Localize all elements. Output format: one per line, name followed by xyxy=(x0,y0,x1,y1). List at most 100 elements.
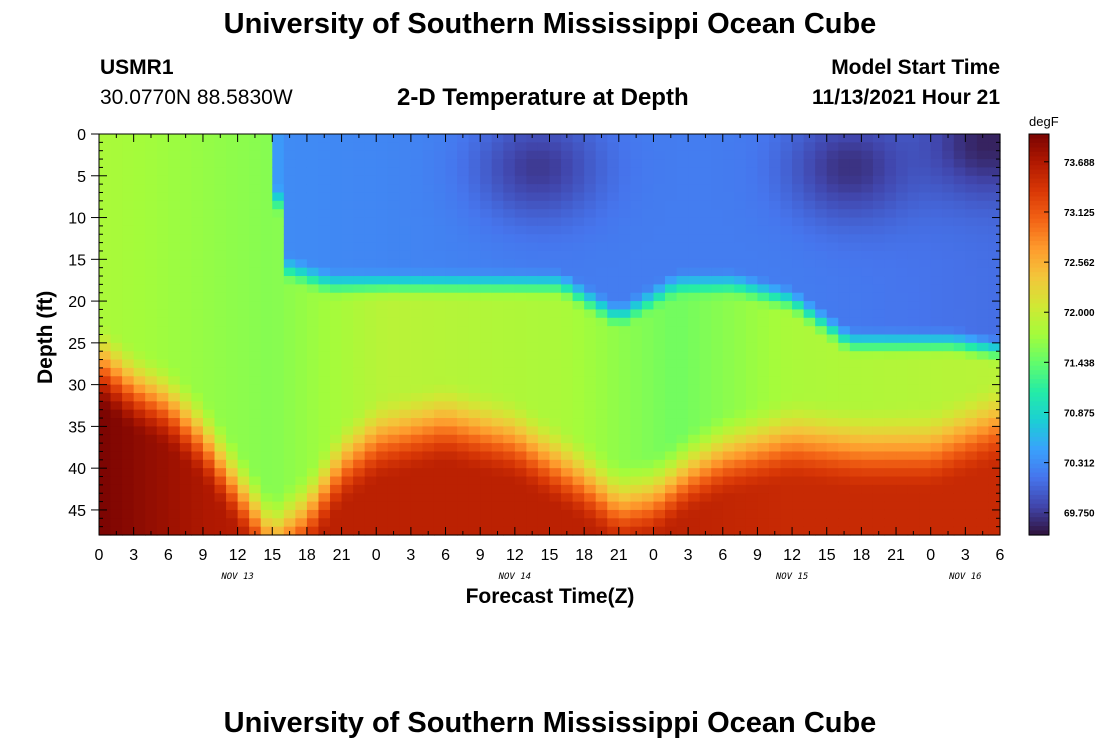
heatmap-cell xyxy=(168,284,181,294)
heatmap-cell xyxy=(226,493,239,503)
heatmap-cell xyxy=(237,443,250,453)
heatmap-cell xyxy=(376,217,389,227)
x-tick-label: 12 xyxy=(783,547,801,564)
heatmap-cell xyxy=(572,292,585,302)
heatmap-cell xyxy=(537,250,551,260)
heatmap-cell xyxy=(410,250,424,260)
heatmap-cell xyxy=(445,301,458,311)
heatmap-cell xyxy=(561,159,574,169)
heatmap-cell xyxy=(572,493,585,503)
heatmap-cell xyxy=(907,159,920,169)
heatmap-cell xyxy=(376,451,389,461)
heatmap-cell xyxy=(584,159,597,169)
heatmap-cell xyxy=(595,367,608,377)
heatmap-cell xyxy=(433,418,447,427)
heatmap-cell xyxy=(526,434,539,444)
heatmap-cell xyxy=(99,351,112,361)
heatmap-cell xyxy=(572,250,585,260)
heatmap-cell xyxy=(641,192,655,202)
heatmap-cell xyxy=(930,401,943,411)
heatmap-cell xyxy=(676,192,689,202)
heatmap-cell xyxy=(376,225,389,235)
colorbar-segment xyxy=(1029,281,1049,287)
colorbar-segment xyxy=(1029,160,1049,166)
heatmap-cell xyxy=(711,342,724,352)
heatmap-cell xyxy=(341,451,354,461)
colorbar-segment xyxy=(1029,267,1049,273)
heatmap-cell xyxy=(942,225,955,235)
heatmap-cell xyxy=(99,250,112,260)
heatmap-cell xyxy=(503,326,516,336)
heatmap-cell xyxy=(653,175,666,185)
heatmap-cell xyxy=(595,134,608,143)
heatmap-cell xyxy=(849,334,862,344)
heatmap-cell xyxy=(884,192,897,202)
heatmap-cell xyxy=(618,484,631,494)
heatmap-cell xyxy=(445,451,458,461)
heatmap-cell xyxy=(572,418,585,427)
heatmap-cell xyxy=(433,484,447,494)
heatmap-cell xyxy=(572,526,585,536)
heatmap-cell xyxy=(699,159,712,169)
heatmap-cell xyxy=(976,301,990,311)
heatmap-cell xyxy=(341,459,354,469)
heatmap-cell xyxy=(480,426,493,436)
heatmap-cell xyxy=(595,351,608,361)
heatmap-cell xyxy=(572,459,585,469)
heatmap-cell xyxy=(872,234,886,244)
heatmap-cell xyxy=(364,326,377,336)
heatmap-cell xyxy=(387,209,400,219)
heatmap-cell xyxy=(537,225,551,235)
heatmap-cell xyxy=(896,225,909,235)
heatmap-cell xyxy=(491,476,504,486)
heatmap-cell xyxy=(433,284,447,294)
heatmap-cell xyxy=(306,518,320,528)
heatmap-cell xyxy=(676,200,689,210)
heatmap-cell xyxy=(295,459,308,469)
heatmap-cell xyxy=(122,292,135,302)
heatmap-cell xyxy=(722,418,735,427)
heatmap-cell xyxy=(376,301,389,311)
heatmap-cell xyxy=(468,376,481,386)
heatmap-cell xyxy=(630,418,643,427)
heatmap-cell xyxy=(249,401,262,411)
heatmap-cell xyxy=(722,443,735,453)
heatmap-cell xyxy=(191,292,204,302)
y-tick-label: 40 xyxy=(68,461,86,478)
heatmap-cell xyxy=(503,225,516,235)
heatmap-cell xyxy=(364,192,377,202)
heatmap-cell xyxy=(630,242,643,252)
heatmap-cell xyxy=(122,259,135,269)
heatmap-cell xyxy=(145,309,158,319)
heatmap-cell xyxy=(768,476,782,486)
heatmap-cell xyxy=(168,501,181,511)
heatmap-cell xyxy=(387,167,400,177)
heatmap-cell xyxy=(295,451,308,461)
heatmap-cell xyxy=(792,301,805,311)
heatmap-cell xyxy=(907,292,920,302)
heatmap-cell xyxy=(468,167,481,177)
heatmap-cell xyxy=(433,301,447,311)
heatmap-cell xyxy=(145,225,158,235)
heatmap-cell xyxy=(214,242,227,252)
heatmap-cell xyxy=(803,418,816,427)
heatmap-cell xyxy=(699,276,712,285)
heatmap-cell xyxy=(919,192,932,202)
heatmap-cell xyxy=(803,359,816,369)
heatmap-cell xyxy=(976,159,990,169)
heatmap-cell xyxy=(295,526,308,536)
heatmap-cell xyxy=(503,342,516,352)
heatmap-cell xyxy=(734,225,747,235)
heatmap-cell xyxy=(780,267,793,277)
heatmap-cell xyxy=(168,175,181,185)
heatmap-cell xyxy=(688,392,701,402)
heatmap-cell xyxy=(376,134,389,143)
heatmap-cell xyxy=(110,184,123,194)
heatmap-cell xyxy=(330,342,343,352)
heatmap-cell xyxy=(861,134,874,143)
heatmap-cell xyxy=(861,301,874,311)
heatmap-cell xyxy=(665,367,678,377)
heatmap-cell xyxy=(630,468,643,478)
heatmap-cell xyxy=(757,459,770,469)
heatmap-cell xyxy=(676,401,689,411)
